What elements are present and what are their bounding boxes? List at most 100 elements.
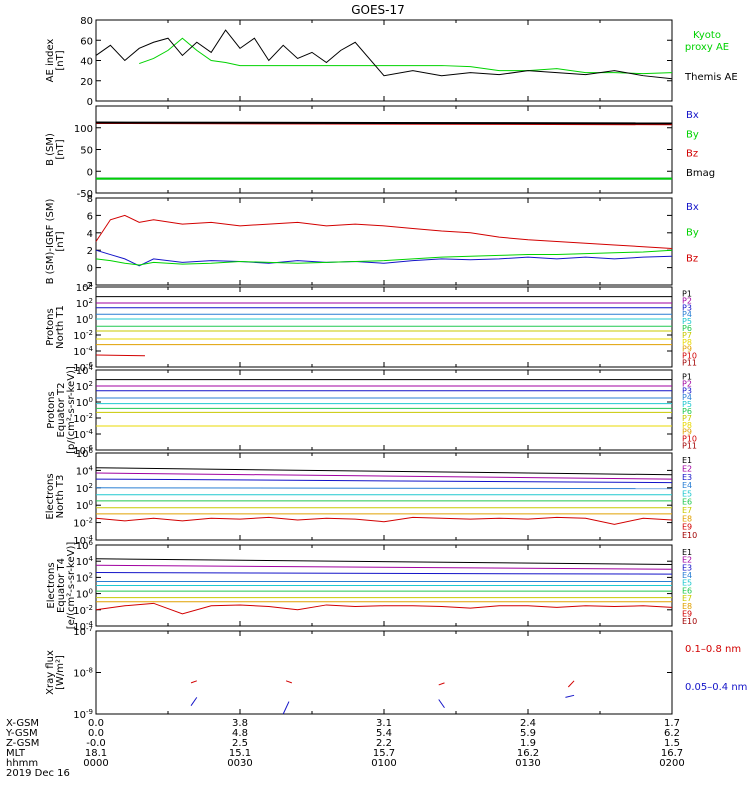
panel-frame: [95, 369, 673, 451]
footer-value: 1.9: [520, 738, 536, 749]
series-line: [95, 572, 673, 575]
y-axis-label: Protons: [46, 391, 57, 428]
footer-row-label: X-GSM: [6, 718, 39, 729]
series-line: [95, 516, 673, 525]
series-line: [567, 680, 575, 688]
legend-entry: Bz: [686, 149, 698, 160]
y-tick-label: 104: [76, 464, 94, 477]
y-axis-label: North T3: [55, 475, 66, 519]
legend-entry: P9: [682, 428, 692, 437]
footer-value: 6.2: [664, 728, 680, 739]
y-tick-label: 104: [76, 364, 94, 377]
footer-value: 2.4: [520, 718, 536, 729]
legend-entry: P7: [682, 414, 692, 423]
y-axis-label: AE index: [45, 39, 56, 83]
y-tick-label: 100: [76, 313, 93, 326]
series-line: [95, 564, 673, 570]
footer-value: 15.1: [229, 748, 251, 759]
y-axis-label: Protons: [45, 308, 56, 345]
y-tick-label: 106: [76, 539, 94, 552]
series-line: [95, 487, 673, 490]
legend-entry: Kyoto: [693, 30, 721, 41]
y-tick-label: 0: [87, 167, 93, 178]
y-axis-label: [nT]: [55, 231, 66, 251]
y-tick-label: 100: [76, 499, 93, 512]
footer-row-label: Y-GSM: [5, 728, 38, 739]
series-line: [285, 680, 293, 684]
legend-entry: E4: [682, 571, 692, 580]
y-axis-label: B (SM)-IGRF (SM): [45, 199, 56, 285]
series-line: [95, 602, 673, 615]
legend-entry: E3: [682, 473, 692, 482]
y-tick-label: 10-2: [73, 329, 93, 342]
y-axis-label: [nT]: [55, 139, 66, 159]
legend-entry: P6: [682, 407, 692, 416]
legend-entry: E4: [682, 481, 692, 490]
legend-entry: E9: [682, 523, 692, 532]
series-line: [95, 249, 673, 267]
y-tick-label: 100: [76, 588, 93, 601]
y-axis-label: B (SM): [45, 133, 56, 166]
panel-frame: [95, 197, 673, 286]
legend-entry: E5: [682, 579, 692, 588]
legend-entry: Bmag: [686, 168, 715, 179]
panel-frame: [95, 630, 673, 715]
footer-value: 5.4: [376, 728, 392, 739]
footer-row-label: 2019 Dec 16: [6, 768, 70, 779]
legend-entry: Bx: [686, 110, 699, 121]
y-axis-label: Electrons: [46, 562, 57, 608]
legend-entry: P11: [682, 442, 697, 451]
series-line: [95, 467, 673, 476]
footer-value: 0.0: [88, 718, 104, 729]
legend-entry: P9: [682, 345, 692, 354]
footer-value: 3.1: [376, 718, 392, 729]
footer-value: 16.2: [517, 748, 539, 759]
panel-1: -50 0 50 100 B (SM) [nT] Bx By Bz Bmag: [45, 105, 715, 200]
y-tick-label: 0: [87, 97, 93, 108]
y-tick-label: 4: [87, 229, 93, 240]
legend-entry: P11: [682, 359, 697, 368]
legend-entry: P3: [682, 303, 692, 312]
panel-frame: [95, 19, 673, 102]
legend-entry: P4: [682, 393, 692, 402]
footer-value: -0.0: [86, 738, 106, 749]
y-tick-label: -50: [77, 189, 93, 200]
footer-row-label: MLT: [6, 748, 26, 759]
legend-entry: E5: [682, 489, 692, 498]
y-tick-label: 50: [80, 146, 93, 157]
series-line: [95, 29, 673, 80]
series-line: [438, 682, 445, 686]
footer-value: 0030: [227, 758, 252, 769]
panel-frame: [95, 105, 673, 194]
legend-entry: E7: [682, 594, 692, 603]
y-axis-label: [e/(cm²-s-sr-keV)]: [66, 542, 77, 630]
footer-value: 1.5: [664, 738, 680, 749]
footer-value: 4.8: [232, 728, 248, 739]
series-line: [95, 121, 673, 125]
footer-value: 15.7: [373, 748, 395, 759]
legend-entry: E2: [682, 556, 692, 565]
series-line: [95, 214, 673, 249]
footer-row-label: hhmm: [6, 758, 38, 769]
legend-entry: E2: [682, 464, 692, 473]
y-tick-label: 10-4: [73, 345, 93, 358]
legend-entry: P6: [682, 324, 692, 333]
legend-entry: E6: [682, 586, 692, 595]
footer-value: 0000: [83, 758, 108, 769]
y-tick-label: 10-8: [73, 667, 93, 680]
legend-entry: E8: [682, 602, 692, 611]
y-tick-label: 80: [80, 16, 93, 27]
panel-frame: [95, 452, 673, 541]
series-line: [139, 37, 673, 75]
legend-entry: E10: [682, 531, 697, 540]
y-tick-label: 8: [87, 194, 93, 205]
y-tick-label: 40: [80, 57, 93, 68]
